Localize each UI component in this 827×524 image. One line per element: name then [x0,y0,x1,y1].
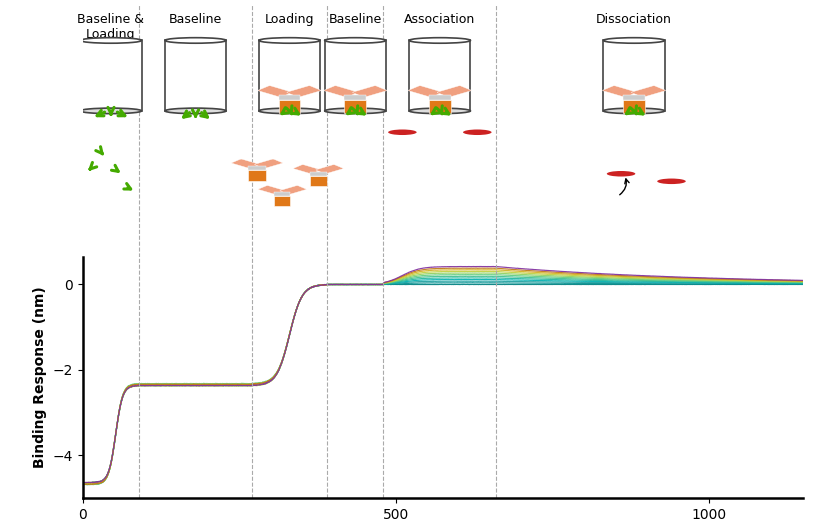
Bar [344,95,366,100]
Bar [80,40,141,111]
Ellipse shape [606,171,634,177]
Bar [309,176,327,187]
FancyBboxPatch shape [323,86,357,97]
Ellipse shape [409,108,470,114]
Ellipse shape [462,129,491,135]
Text: Baseline: Baseline [169,13,222,26]
Bar [324,40,385,111]
Ellipse shape [165,108,226,114]
Bar [623,95,644,100]
Bar [428,100,450,113]
Bar [623,100,644,113]
Ellipse shape [409,38,470,43]
Bar [309,172,327,176]
FancyBboxPatch shape [258,86,292,97]
Ellipse shape [603,38,664,43]
Ellipse shape [259,108,320,114]
Bar [259,40,320,111]
Bar [274,196,290,206]
Text: Association: Association [404,13,475,26]
Ellipse shape [80,38,141,43]
FancyBboxPatch shape [258,185,284,194]
Ellipse shape [388,129,416,135]
Text: Loading: Loading [265,13,314,26]
FancyBboxPatch shape [602,86,636,97]
FancyBboxPatch shape [352,86,386,97]
Bar [428,95,450,100]
Ellipse shape [165,38,226,43]
Bar [603,40,664,111]
Bar [248,166,265,170]
Ellipse shape [324,38,385,43]
Bar [274,192,290,196]
Ellipse shape [657,179,685,184]
FancyBboxPatch shape [293,165,320,174]
Bar [165,40,226,111]
FancyBboxPatch shape [408,86,442,97]
Ellipse shape [259,38,320,43]
Ellipse shape [80,108,141,114]
FancyBboxPatch shape [286,86,321,97]
FancyBboxPatch shape [232,159,259,168]
FancyBboxPatch shape [255,159,282,168]
Bar [279,100,300,113]
Bar [344,100,366,113]
Y-axis label: Binding Response (nm): Binding Response (nm) [33,287,47,468]
FancyBboxPatch shape [280,185,306,194]
Ellipse shape [324,108,385,114]
Bar [279,95,300,100]
FancyBboxPatch shape [437,86,471,97]
Bar [248,170,265,181]
Text: Baseline: Baseline [328,13,381,26]
Bar [409,40,470,111]
Ellipse shape [603,108,664,114]
FancyBboxPatch shape [630,86,665,97]
Text: Baseline &
Loading: Baseline & Loading [78,13,145,41]
Text: Dissociation: Dissociation [595,13,672,26]
FancyBboxPatch shape [316,165,343,174]
